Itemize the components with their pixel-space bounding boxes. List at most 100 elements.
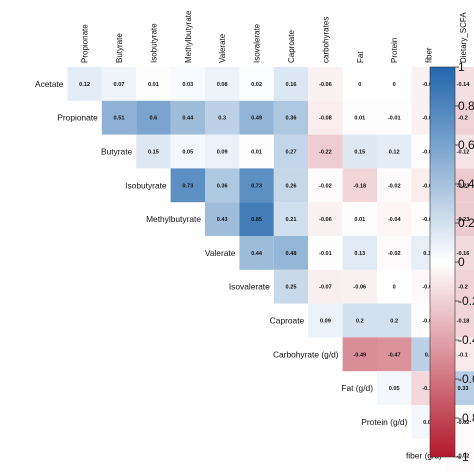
colorbar-tick-label: 0.8 bbox=[458, 99, 474, 113]
colorbar-gradient bbox=[429, 66, 456, 458]
colorbar-tick-label: 0 bbox=[458, 255, 465, 269]
heatmap-cell bbox=[308, 67, 343, 101]
cell-value-label: 0.21 bbox=[286, 217, 297, 223]
heatmap-cell bbox=[377, 236, 412, 270]
cell-value-label: -0.06 bbox=[319, 82, 332, 88]
cell-value-label: -0.04 bbox=[388, 217, 402, 223]
cell-value-label: 0.01 bbox=[354, 217, 365, 223]
cell-value-label: -0.02 bbox=[457, 420, 470, 426]
cell-value-label: 0.01 bbox=[148, 82, 159, 88]
cell-value-label: 0.15 bbox=[148, 150, 159, 156]
colorbar-tick-label: -0.8 bbox=[458, 411, 474, 425]
cell-value-label: 0.43 bbox=[217, 217, 228, 223]
heatmap-cell bbox=[342, 100, 377, 135]
cell-value-label: 0.44 bbox=[182, 116, 194, 122]
cell-value-label: 0.3 bbox=[425, 352, 433, 358]
cell-value-label: -0.07 bbox=[319, 285, 332, 291]
cell-value-label: 0.08 bbox=[217, 82, 228, 88]
heatmap-cell bbox=[377, 168, 412, 203]
heatmap-cell bbox=[308, 100, 343, 135]
heatmap-cell bbox=[342, 337, 377, 372]
row-label: Acetate bbox=[35, 79, 64, 89]
row-label: Butyrate bbox=[101, 147, 133, 157]
heatmap-cell bbox=[377, 202, 412, 236]
heatmap-cell bbox=[342, 269, 377, 304]
heatmap-cell bbox=[101, 100, 137, 135]
heatmap-cell bbox=[273, 100, 309, 135]
cell-value-label: 0.05 bbox=[389, 386, 400, 392]
cell-value-label: 0.05 bbox=[423, 420, 434, 426]
cell-value-label: -0.49 bbox=[353, 352, 366, 358]
heatmap-cell bbox=[239, 67, 274, 101]
cell-value-label: -0.01 bbox=[422, 150, 435, 156]
heatmap-cell bbox=[239, 202, 274, 236]
heatmap-cell bbox=[377, 269, 412, 304]
heatmap-cell bbox=[273, 202, 309, 236]
heatmap-cell bbox=[205, 202, 240, 236]
column-label: Fat bbox=[356, 51, 365, 63]
cell-value-label: 0.85 bbox=[251, 217, 262, 223]
cell-value-label: -0.47 bbox=[388, 352, 401, 358]
heatmap-cell bbox=[170, 134, 205, 169]
heatmap-cell bbox=[308, 236, 343, 270]
heatmap-cell bbox=[170, 168, 205, 203]
heatmap-cell bbox=[136, 100, 171, 135]
heatmap-cell bbox=[136, 67, 171, 101]
heatmap-cell bbox=[308, 202, 343, 236]
cell-value-label: 0 bbox=[358, 82, 361, 88]
column-label: carbohyrates bbox=[321, 17, 330, 63]
cell-value-label: 0.11 bbox=[423, 251, 434, 257]
cell-value-label: 0.05 bbox=[182, 150, 193, 156]
cell-value-label: -0.06 bbox=[422, 82, 435, 88]
heatmap-cell bbox=[377, 303, 412, 338]
column-label: Isovalerate bbox=[253, 23, 262, 63]
cell-value-label: -0.16 bbox=[457, 251, 470, 257]
row-label: Carbohyrate (g/d) bbox=[273, 349, 339, 359]
colorbar-tick-label: 0.2 bbox=[458, 216, 474, 230]
column-label: Methylbutyrate bbox=[184, 10, 193, 63]
cell-value-label: -0.14 bbox=[457, 82, 471, 88]
row-label: Caproate bbox=[270, 316, 305, 326]
colorbar-tick-label: -0.4 bbox=[458, 333, 474, 347]
heatmap-cell bbox=[308, 168, 343, 203]
cell-value-label: -0.06 bbox=[353, 285, 366, 291]
cell-value-label: -0.01 bbox=[319, 251, 332, 257]
cell-value-label: 0.6 bbox=[150, 116, 158, 122]
cell-value-label: 0.73 bbox=[251, 183, 262, 189]
cell-value-label: 0 bbox=[393, 82, 396, 88]
column-label: Valerate bbox=[218, 33, 227, 63]
cell-value-label: -0.23 bbox=[457, 183, 470, 189]
heatmap-cell bbox=[377, 337, 412, 372]
cell-value-label: -0.02 bbox=[319, 183, 332, 189]
row-label: Fat (g/d) bbox=[341, 383, 373, 393]
heatmap-cell bbox=[67, 67, 102, 101]
cell-value-label: -0.01 bbox=[422, 217, 435, 223]
row-label: Propionate bbox=[57, 113, 98, 123]
row-label: fiber (g/d) bbox=[406, 451, 442, 461]
heatmap-cell bbox=[308, 269, 343, 304]
heatmap-cell bbox=[342, 67, 377, 101]
cell-value-label: 0.01 bbox=[251, 150, 262, 156]
heatmap-cell bbox=[273, 67, 309, 101]
heatmap-cell bbox=[205, 134, 240, 169]
column-label: Propionate bbox=[81, 24, 90, 63]
cell-value-label: -0.02 bbox=[457, 454, 470, 460]
cell-value-label: -0.08 bbox=[422, 183, 435, 189]
column-label: Dietary_SCFA bbox=[459, 12, 468, 63]
cell-value-label: 0.26 bbox=[286, 183, 297, 189]
cell-value-label: -0.18 bbox=[353, 183, 366, 189]
cell-value-label: -0.06 bbox=[422, 116, 435, 122]
cell-value-label: 0.02 bbox=[251, 82, 262, 88]
cell-value-label: 0.51 bbox=[114, 116, 125, 122]
cell-value-label: -0.02 bbox=[388, 251, 401, 257]
cell-value-label: 0.25 bbox=[286, 285, 297, 291]
cell-value-label: 0.2 bbox=[390, 319, 398, 325]
heatmap-cell bbox=[170, 100, 205, 135]
color-scale-bar: 1 0.8 0.6 0.4 0.2 0 -0.2 -0.4 -0.6 -0.8 -1 bbox=[429, 60, 474, 464]
cell-value-label: 0.09 bbox=[320, 319, 331, 325]
heatmap-cell bbox=[205, 100, 240, 135]
heatmap-cell bbox=[377, 100, 412, 135]
heatmap-cell bbox=[273, 236, 309, 270]
colorbar-tick-label: 1 bbox=[458, 60, 465, 74]
